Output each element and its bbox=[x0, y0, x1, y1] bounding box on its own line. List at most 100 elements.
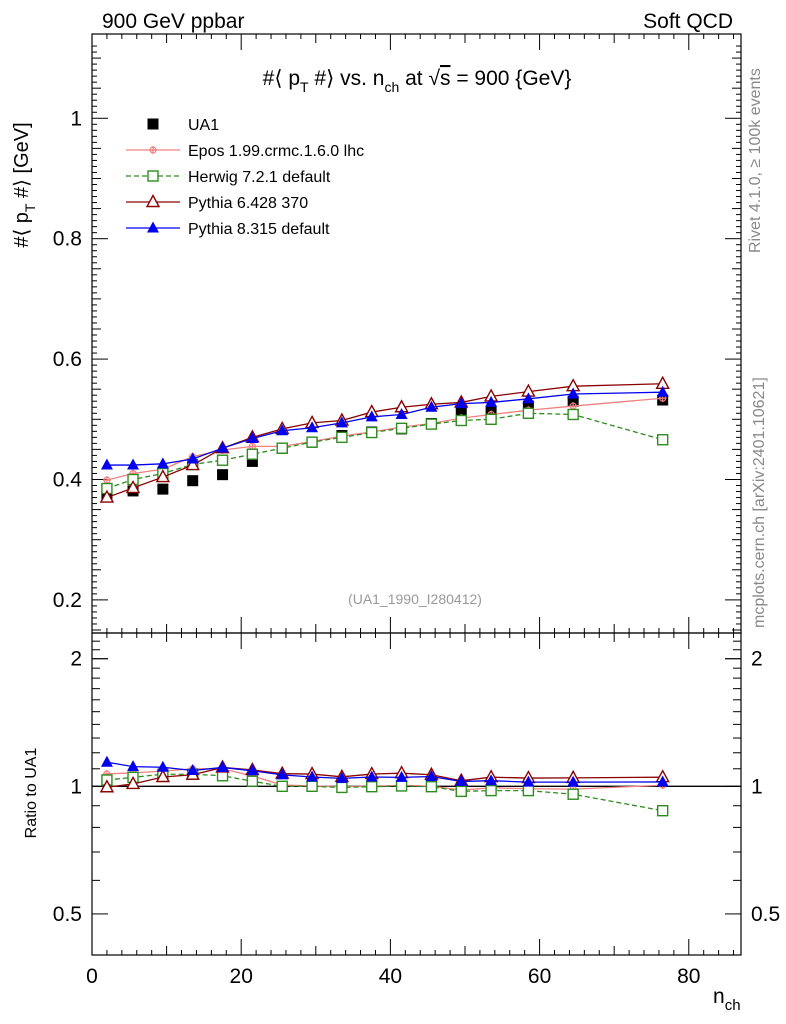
main-series-epos bbox=[102, 394, 667, 485]
main-series-pythia8 bbox=[100, 385, 669, 470]
legend-marker bbox=[145, 194, 161, 208]
legend-item-pythia8: Pythia 8.315 default bbox=[126, 221, 330, 238]
main-point-pythia8 bbox=[276, 424, 289, 436]
ratio-point-herwig bbox=[395, 780, 408, 792]
main-point-pythia6 bbox=[125, 479, 141, 494]
main-point-herwig bbox=[425, 418, 438, 430]
ratio-point-pythia6 bbox=[155, 769, 171, 783]
ratio-y-tick-label: 2 bbox=[70, 648, 82, 671]
legend-item-pythia6: Pythia 6.428 370 bbox=[126, 194, 308, 212]
ratio-y-tick-label: 0.5 bbox=[53, 903, 82, 926]
ratio-point-pythia8 bbox=[485, 774, 498, 786]
main-series-group bbox=[99, 375, 670, 503]
main-point-pythia8 bbox=[425, 400, 438, 412]
ratio-y-tick-label: 1 bbox=[751, 775, 763, 798]
legend-item-ua1: UA1 bbox=[147, 117, 219, 134]
ratio-y-tick-label: 0.5 bbox=[751, 903, 780, 926]
ratio-point-pythia8 bbox=[276, 768, 289, 780]
main-point-herwig bbox=[336, 431, 348, 444]
ratio-point-pythia6 bbox=[99, 779, 115, 793]
main-point-herwig bbox=[276, 442, 288, 454]
main-point-ua1 bbox=[455, 406, 467, 418]
main-point-herwig bbox=[522, 407, 535, 419]
y-axis-label: #⟨ pT #⟩ [GeV] bbox=[11, 122, 38, 247]
ratio-point-pythia8 bbox=[365, 770, 378, 782]
ratio-point-pythia8 bbox=[306, 770, 319, 782]
ratio-point-herwig bbox=[366, 780, 378, 793]
main-point-ua1 bbox=[217, 469, 229, 481]
x-tick-label: 20 bbox=[230, 965, 253, 988]
header-right: Soft QCD bbox=[643, 10, 733, 33]
ratio-point-pythia8 bbox=[186, 763, 199, 775]
legend-marker bbox=[147, 170, 159, 182]
main-point-herwig bbox=[567, 408, 579, 421]
ratio-point-herwig bbox=[455, 785, 467, 798]
main-point-pythia8 bbox=[567, 387, 580, 399]
ratio-y-tick-label: 1 bbox=[70, 775, 82, 798]
main-point-pythia6 bbox=[155, 469, 171, 483]
main-point-pythia8 bbox=[246, 432, 259, 444]
y-tick-label: 0.4 bbox=[53, 468, 83, 491]
ratio-plot-frame bbox=[91, 632, 742, 956]
ratio-point-herwig bbox=[425, 780, 438, 793]
ratio-point-pythia8 bbox=[522, 775, 535, 787]
main-point-herwig bbox=[395, 422, 408, 435]
main-point-pythia8 bbox=[186, 452, 199, 464]
reference-label: (UA1_1990_I280412) bbox=[348, 591, 482, 607]
main-point-herwig bbox=[485, 413, 497, 425]
ratio-y-axis-label: Ratio to UA1 bbox=[23, 748, 40, 839]
main-point-pythia8 bbox=[395, 407, 408, 419]
main-point-pythia6 bbox=[185, 457, 200, 471]
ratio-series-pythia8 bbox=[100, 755, 669, 787]
ratio-point-pythia8 bbox=[425, 769, 438, 781]
x-tick-label: 60 bbox=[528, 965, 551, 988]
main-point-pythia6 bbox=[99, 489, 115, 503]
x-tick-label: 80 bbox=[677, 965, 700, 988]
ratio-axis-ticks: 0.5 0.51 12 20 20 40 60 80 bbox=[53, 633, 780, 988]
ratio-point-pythia8 bbox=[216, 760, 229, 772]
plot-title: #⟨ pT #⟩ vs. nch at √s = 900 {GeV} bbox=[263, 67, 572, 95]
main-point-pythia8 bbox=[156, 457, 169, 469]
ratio-point-pythia8 bbox=[567, 775, 580, 787]
x-tick-label: 0 bbox=[86, 965, 98, 988]
y-tick-label: 0.2 bbox=[53, 589, 82, 612]
legend-marker bbox=[147, 118, 159, 130]
ratio-series-pythia6 bbox=[99, 759, 670, 793]
y-tick-label: 0.6 bbox=[53, 348, 82, 371]
main-point-herwig bbox=[455, 414, 467, 427]
main-point-pythia8 bbox=[306, 421, 319, 433]
x-axis-label: nch bbox=[713, 985, 741, 1014]
ratio-point-herwig bbox=[522, 784, 535, 797]
legend-label: Epos 1.99.crmc.1.6.0 lhc bbox=[188, 143, 364, 160]
ratio-point-herwig bbox=[567, 788, 579, 800]
legend-marker bbox=[147, 221, 159, 233]
ratio-point-pythia8 bbox=[395, 770, 408, 782]
main-point-herwig bbox=[246, 448, 259, 460]
ratio-point-pythia8 bbox=[156, 760, 169, 772]
main-series-pythia6 bbox=[99, 375, 670, 503]
ratio-point-herwig bbox=[656, 804, 669, 817]
ratio-point-herwig bbox=[246, 775, 259, 787]
ratio-series-herwig bbox=[101, 768, 669, 817]
ratio-y-tick-label: 2 bbox=[751, 648, 763, 671]
ratio-point-pythia8 bbox=[335, 771, 348, 783]
rivet-version-text: Rivet 4.1.0, ≥ 100k events bbox=[747, 68, 764, 253]
legend: UA1 Epos 1.99.crmc.1.6.0 lhc Herwig 7.2.1 … bbox=[126, 117, 364, 238]
main-point-herwig bbox=[366, 426, 378, 439]
ratio-point-pythia8 bbox=[455, 774, 468, 786]
ratio-point-pythia8 bbox=[127, 760, 140, 772]
main-point-herwig bbox=[216, 454, 229, 466]
main-series-herwig bbox=[101, 407, 669, 495]
main-point-ua1 bbox=[157, 483, 169, 495]
main-point-pythia8 bbox=[216, 441, 229, 453]
legend-label: Herwig 7.2.1 default bbox=[188, 169, 331, 186]
main-point-ua1 bbox=[187, 475, 199, 487]
ratio-point-pythia8 bbox=[100, 755, 113, 767]
legend-label: Pythia 8.315 default bbox=[188, 221, 330, 238]
main-point-pythia8 bbox=[127, 458, 140, 470]
main-series-ua1 bbox=[101, 394, 669, 502]
ratio-point-pythia6 bbox=[125, 775, 141, 790]
main-point-pythia8 bbox=[656, 385, 669, 397]
ratio-point-herwig bbox=[276, 780, 288, 793]
legend-item-epos: Epos 1.99.crmc.1.6.0 lhc bbox=[126, 143, 364, 160]
